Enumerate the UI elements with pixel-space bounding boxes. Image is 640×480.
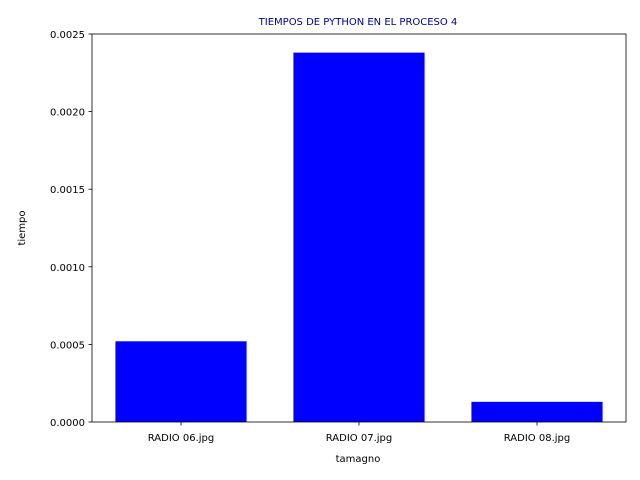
bar-2	[293, 52, 425, 423]
y-tick-label: 0.0015	[50, 185, 85, 196]
y-tick-label: 0.0005	[50, 340, 85, 351]
x-tick-label: RADIO 06.jpg	[148, 433, 214, 444]
bar-1	[115, 341, 247, 422]
y-tick-label: 0.0025	[50, 30, 85, 41]
plot-frame	[91, 33, 627, 423]
x-tick-label: RADIO 07.jpg	[326, 433, 392, 444]
x-axis-label: tamagno	[336, 454, 381, 465]
bars-group	[115, 52, 603, 423]
axes-group: RADIO 06.jpg RADIO 07.jpg RADIO 08.jpg 0.00…	[50, 30, 627, 444]
y-tick-label: 0.0000	[50, 418, 85, 429]
y-tick-label: 0.0020	[50, 108, 85, 119]
bar-3	[471, 401, 603, 422]
x-tick-label: RADIO 08.jpg	[504, 433, 570, 444]
y-tick-label: 0.0010	[50, 263, 85, 274]
y-axis-label: tiempo	[17, 210, 28, 245]
chart-title: TIEMPOS DE PYTHON EN EL PROCESO 4	[258, 17, 458, 28]
